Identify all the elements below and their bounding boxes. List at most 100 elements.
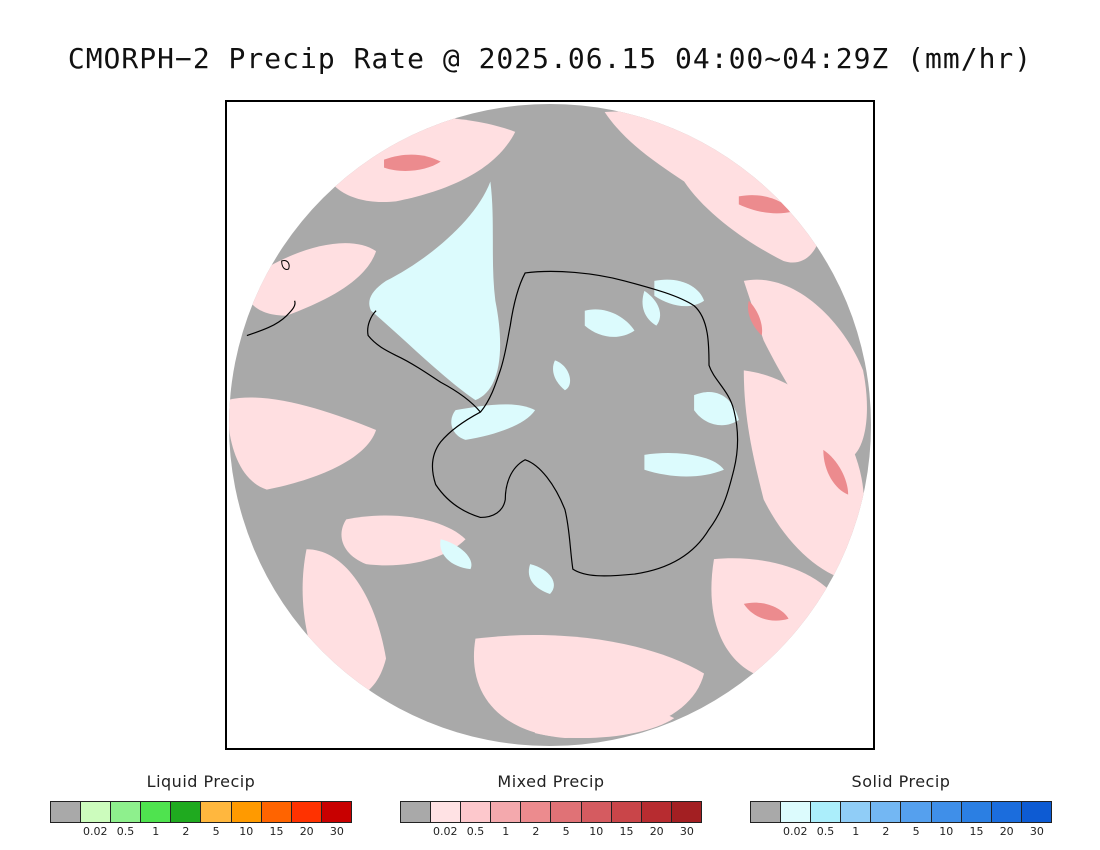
legend-swatch [81, 802, 112, 822]
precip-map-svg [228, 103, 872, 747]
map-title: CMORPH−2 Precip Rate @ 2025.06.15 04:00~… [67, 42, 1033, 75]
legend-swatch [811, 802, 842, 822]
mixed-precip-areas [228, 111, 867, 739]
legend-swatch [841, 802, 872, 822]
mixed-precip-region [604, 111, 822, 263]
legend-tick-label: 30 [1029, 825, 1044, 838]
legend-title: Mixed Precip [497, 772, 605, 791]
legend-tick-label: 15 [619, 825, 634, 838]
legend-tick-label: 20 [649, 825, 664, 838]
legend-colorbar [400, 801, 702, 823]
legend-tick-label: 20 [999, 825, 1014, 838]
mixed-precip-heavy [384, 154, 849, 621]
legend-tick-label: 30 [329, 825, 344, 838]
legend-tick-label: 20 [299, 825, 314, 838]
mixed-precip-streak [823, 449, 849, 495]
legend-tick-label: 0.5 [816, 825, 835, 838]
solid-precip-region [451, 404, 536, 440]
legend-tick-label: 1 [502, 825, 510, 838]
legend-swatch [751, 802, 782, 822]
legend-title: Liquid Precip [146, 772, 256, 791]
legend-tick-label: 2 [882, 825, 890, 838]
legend-tick-label: 15 [969, 825, 984, 838]
legend-swatch [611, 802, 642, 822]
legend-colorbar [50, 801, 352, 823]
legend-tick-label: 2 [532, 825, 540, 838]
south-america-coastline [246, 300, 296, 337]
legend-tick-label: 10 [589, 825, 604, 838]
legend-tick-label: 0.5 [116, 825, 135, 838]
legend-swatch [51, 802, 82, 822]
legend-tick-label: 1 [152, 825, 160, 838]
legend-title: Solid Precip [851, 772, 951, 791]
solid-precip-region [694, 392, 739, 426]
mixed-precip-streak [743, 602, 789, 621]
antarctic-peninsula-coastline [367, 310, 481, 413]
legend-swatch [111, 802, 142, 822]
legend-colorbar [750, 801, 1052, 823]
legend-tick-label: 0.02 [83, 825, 108, 838]
legend-tick-label: 30 [679, 825, 694, 838]
legend-liquid: Liquid Precip 0.02 0.5 1 2 5 10 15 20 30 [50, 772, 352, 839]
legend-tick-label: 10 [239, 825, 254, 838]
legend-ticks: 0.02 0.5 1 2 5 10 15 20 30 [50, 825, 352, 839]
mixed-precip-region [743, 279, 867, 460]
legend-swatch [581, 802, 612, 822]
solid-precip-areas [369, 181, 739, 594]
legend-swatch [901, 802, 932, 822]
mixed-precip-region [228, 397, 377, 490]
legend-tick-label: 0.02 [433, 825, 458, 838]
legend-swatch [461, 802, 492, 822]
solid-precip-region [369, 181, 501, 401]
mixed-precip-streak [747, 300, 763, 336]
legend-tick-label: 15 [269, 825, 284, 838]
legend-swatch [931, 802, 962, 822]
legend-tick-label: 2 [182, 825, 190, 838]
solid-precip-region [642, 290, 661, 326]
legend-ticks: 0.02 0.5 1 2 5 10 15 20 30 [400, 825, 702, 839]
legend-swatch [961, 802, 992, 822]
mixed-precip-streak [384, 154, 441, 171]
legend-swatch [781, 802, 812, 822]
legend-swatch [321, 802, 351, 822]
south-georgia-coastline [281, 260, 290, 270]
legend-swatch [261, 802, 292, 822]
mixed-precip-region [743, 370, 864, 580]
legend-tick-label: 5 [562, 825, 570, 838]
solid-precip-region [584, 309, 635, 337]
mixed-precip-region [525, 697, 675, 739]
legend-swatch [491, 802, 522, 822]
solid-precip-region [440, 539, 472, 570]
legend-swatch [171, 802, 202, 822]
legend-ticks: 0.02 0.5 1 2 5 10 15 20 30 [750, 825, 1052, 839]
legend-solid: Solid Precip 0.02 0.5 1 2 5 10 15 20 30 [750, 772, 1052, 839]
legend-tick-label: 0.02 [783, 825, 808, 838]
legend-swatch [671, 802, 701, 822]
solid-precip-region [528, 564, 554, 594]
mixed-precip-region [341, 515, 466, 566]
legend-swatch [871, 802, 902, 822]
legend-swatch [641, 802, 672, 822]
legend-swatch [401, 802, 432, 822]
legend-tick-label: 10 [939, 825, 954, 838]
legend-swatch [231, 802, 262, 822]
legend-swatch [551, 802, 582, 822]
solid-precip-region [644, 452, 724, 477]
legend-swatch [201, 802, 232, 822]
legend-mixed: Mixed Precip 0.02 0.5 1 2 5 10 15 20 30 [400, 772, 702, 839]
legend-tick-label: 1 [852, 825, 860, 838]
legend-tick-label: 0.5 [466, 825, 485, 838]
solid-precip-region [654, 279, 705, 307]
legend-swatch [431, 802, 462, 822]
legend-swatch [521, 802, 552, 822]
legend-swatch [1021, 802, 1051, 822]
legend-swatch [991, 802, 1022, 822]
mixed-precip-streak [738, 195, 794, 214]
legend-swatch [141, 802, 172, 822]
antarctica-coastline [431, 270, 739, 577]
mixed-precip-region [245, 243, 377, 316]
polar-precip-map [225, 100, 875, 750]
legend-tick-label: 5 [912, 825, 920, 838]
solid-precip-region [553, 360, 571, 391]
legend-swatch [291, 802, 322, 822]
